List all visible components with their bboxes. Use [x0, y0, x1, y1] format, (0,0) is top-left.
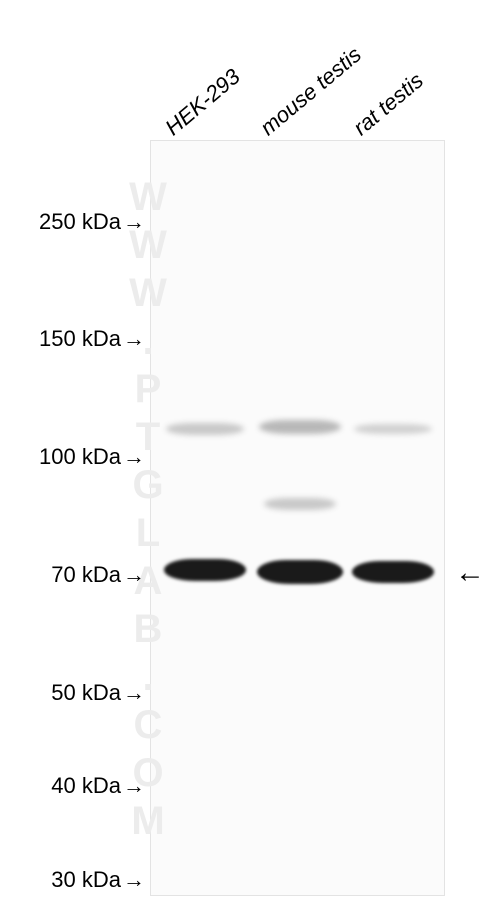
blot-band [354, 424, 432, 434]
mw-marker-label: 30 kDa [51, 867, 121, 893]
arrow-right-icon: → [123, 680, 145, 706]
mw-marker: 30 kDa→ [0, 865, 145, 892]
arrow-right-icon: → [123, 773, 145, 799]
mw-marker-label: 70 kDa [51, 562, 121, 588]
arrow-left-icon: ← [455, 556, 485, 590]
blot-band [259, 420, 341, 434]
blot-band [164, 559, 246, 581]
arrow-right-icon: → [123, 444, 145, 470]
blot-band [166, 423, 244, 435]
mw-marker-label: 150 kDa [39, 326, 121, 352]
western-blot-figure: WWW.PTGLAB.COM HEK-293mouse testisrat te… [0, 0, 500, 903]
mw-marker-label: 40 kDa [51, 773, 121, 799]
mw-marker: 250 kDa→ [0, 207, 145, 234]
mw-marker-label: 250 kDa [39, 209, 121, 235]
lane-label: HEK-293 [160, 64, 245, 141]
lane-labels-region: HEK-293mouse testisrat testis [0, 0, 500, 140]
lane-label: rat testis [348, 68, 428, 141]
blot-band [257, 560, 343, 584]
arrow-right-icon: → [123, 867, 145, 893]
mw-marker-label: 100 kDa [39, 444, 121, 470]
mw-marker: 40 kDa→ [0, 771, 145, 798]
mw-marker: 70 kDa→ [0, 560, 145, 587]
mw-marker: 100 kDa→ [0, 442, 145, 469]
lane-label: mouse testis [255, 42, 366, 141]
arrow-right-icon: → [123, 562, 145, 588]
arrow-right-icon: → [123, 209, 145, 235]
blot-membrane [150, 140, 445, 896]
blot-band [352, 561, 434, 583]
mw-marker: 50 kDa→ [0, 678, 145, 705]
mw-marker-label: 50 kDa [51, 680, 121, 706]
arrow-right-icon: → [123, 326, 145, 352]
mw-marker: 150 kDa→ [0, 324, 145, 351]
blot-band [264, 498, 336, 510]
